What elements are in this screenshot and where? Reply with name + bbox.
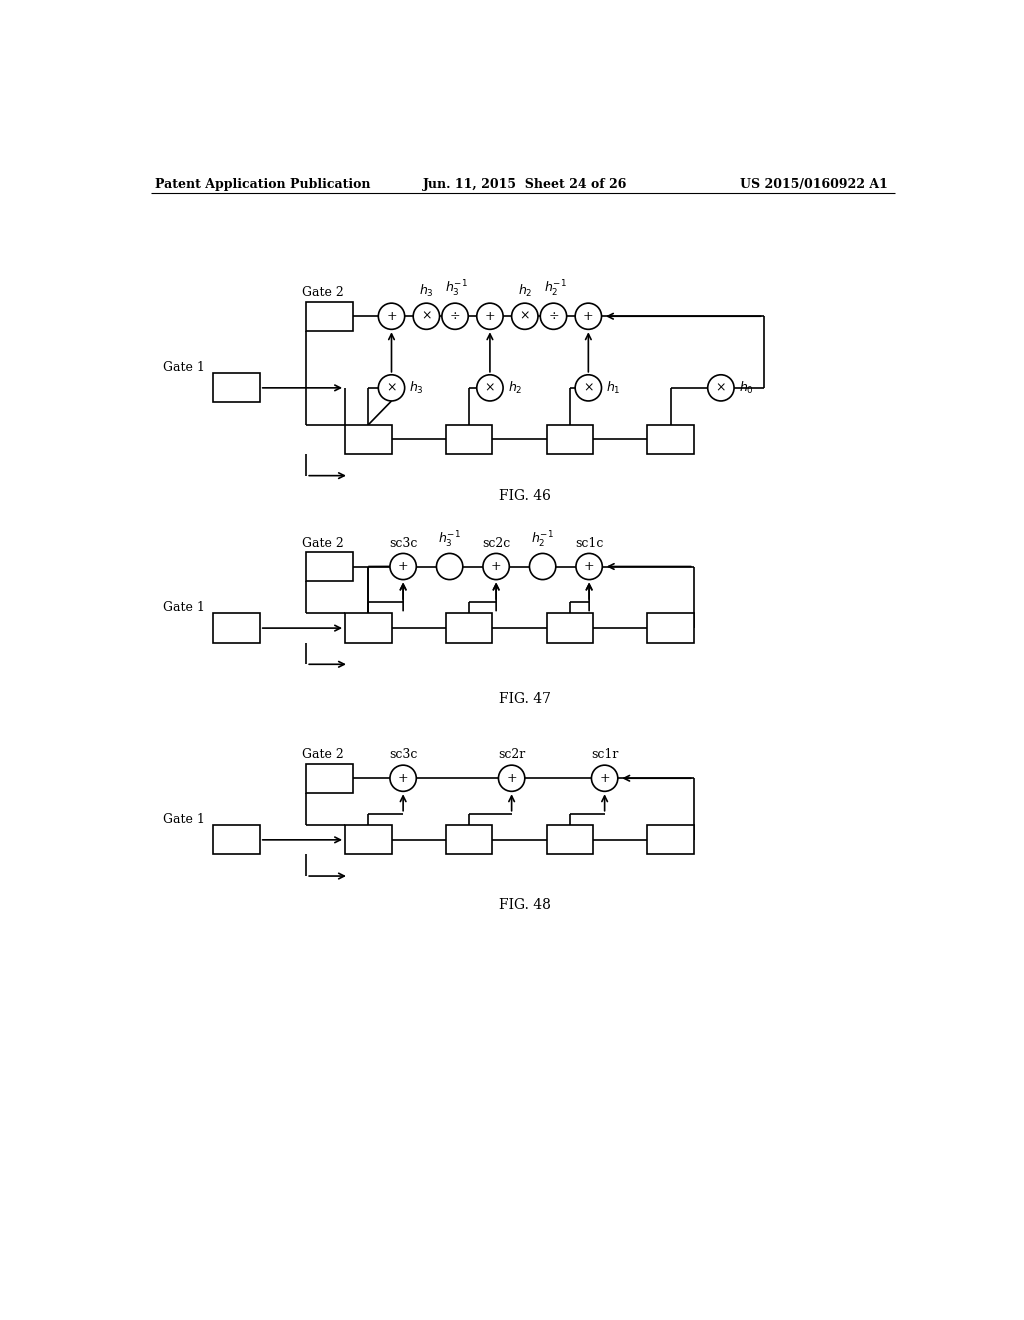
- Circle shape: [541, 304, 566, 330]
- Circle shape: [436, 553, 463, 579]
- Text: $h_2^{-1}$: $h_2^{-1}$: [544, 280, 566, 300]
- Text: FIG. 47: FIG. 47: [499, 692, 551, 706]
- Bar: [647, 825, 693, 854]
- Circle shape: [483, 553, 509, 579]
- Text: Jun. 11, 2015  Sheet 24 of 26: Jun. 11, 2015 Sheet 24 of 26: [423, 178, 627, 190]
- Text: sc3c: sc3c: [389, 536, 418, 549]
- Circle shape: [390, 553, 417, 579]
- Text: Patent Application Publication: Patent Application Publication: [155, 178, 371, 190]
- Bar: [213, 825, 260, 854]
- Circle shape: [575, 375, 601, 401]
- Bar: [445, 425, 493, 454]
- Bar: [345, 825, 391, 854]
- Text: sc2c: sc2c: [482, 536, 510, 549]
- Text: +: +: [506, 772, 517, 785]
- Circle shape: [592, 766, 617, 792]
- Circle shape: [390, 766, 417, 792]
- Text: $h_2$: $h_2$: [508, 380, 522, 396]
- Bar: [647, 425, 693, 454]
- Text: +: +: [584, 560, 595, 573]
- Text: sc1c: sc1c: [574, 536, 603, 549]
- Text: US 2015/0160922 A1: US 2015/0160922 A1: [739, 178, 888, 190]
- Text: $h_0$: $h_0$: [738, 380, 754, 396]
- Text: sc2r: sc2r: [498, 748, 525, 762]
- Circle shape: [378, 304, 404, 330]
- Text: Gate 1: Gate 1: [163, 360, 205, 374]
- Circle shape: [512, 304, 538, 330]
- Text: $h_3$: $h_3$: [410, 380, 424, 396]
- Text: sc3c: sc3c: [389, 748, 418, 762]
- Text: ×: ×: [716, 381, 726, 395]
- Text: +: +: [386, 310, 397, 323]
- Text: +: +: [599, 772, 610, 785]
- Text: +: +: [397, 560, 409, 573]
- Text: +: +: [484, 310, 496, 323]
- Text: ÷: ÷: [450, 310, 461, 323]
- Text: Gate 2: Gate 2: [302, 748, 344, 762]
- Circle shape: [575, 304, 601, 330]
- Bar: [213, 614, 260, 643]
- Text: FIG. 46: FIG. 46: [499, 488, 551, 503]
- Circle shape: [477, 375, 503, 401]
- Text: $h_2^{-1}$: $h_2^{-1}$: [531, 529, 554, 549]
- Circle shape: [378, 375, 404, 401]
- Circle shape: [442, 304, 468, 330]
- Text: +: +: [490, 560, 502, 573]
- Text: ×: ×: [484, 381, 496, 395]
- Circle shape: [499, 766, 524, 792]
- Text: $h_2$: $h_2$: [517, 284, 532, 300]
- Bar: [345, 614, 391, 643]
- Text: Gate 2: Gate 2: [302, 286, 344, 300]
- Text: ×: ×: [519, 310, 530, 323]
- Circle shape: [477, 304, 503, 330]
- Circle shape: [708, 375, 734, 401]
- Text: ÷: ÷: [548, 310, 559, 323]
- Bar: [445, 614, 493, 643]
- Text: Gate 2: Gate 2: [302, 536, 344, 549]
- Bar: [547, 614, 593, 643]
- Text: sc1r: sc1r: [591, 748, 618, 762]
- Bar: [547, 825, 593, 854]
- Bar: [445, 825, 493, 854]
- Text: +: +: [397, 772, 409, 785]
- Bar: [547, 425, 593, 454]
- Circle shape: [414, 304, 439, 330]
- Circle shape: [575, 553, 602, 579]
- Bar: [345, 425, 391, 454]
- Text: $h_3^{-1}$: $h_3^{-1}$: [438, 529, 461, 549]
- Bar: [306, 552, 352, 581]
- Text: ×: ×: [386, 381, 396, 395]
- Text: $h_1$: $h_1$: [606, 380, 621, 396]
- Text: FIG. 48: FIG. 48: [499, 899, 551, 912]
- Circle shape: [529, 553, 556, 579]
- Text: $h_3^{-1}$: $h_3^{-1}$: [445, 280, 468, 300]
- Bar: [647, 614, 693, 643]
- Text: Gate 1: Gate 1: [163, 601, 205, 614]
- Bar: [306, 763, 352, 793]
- Text: ×: ×: [583, 381, 594, 395]
- Text: $h_3$: $h_3$: [419, 284, 434, 300]
- Text: Gate 1: Gate 1: [163, 813, 205, 826]
- Bar: [213, 374, 260, 403]
- Text: +: +: [583, 310, 594, 323]
- Text: ×: ×: [421, 310, 432, 323]
- Bar: [306, 302, 352, 331]
